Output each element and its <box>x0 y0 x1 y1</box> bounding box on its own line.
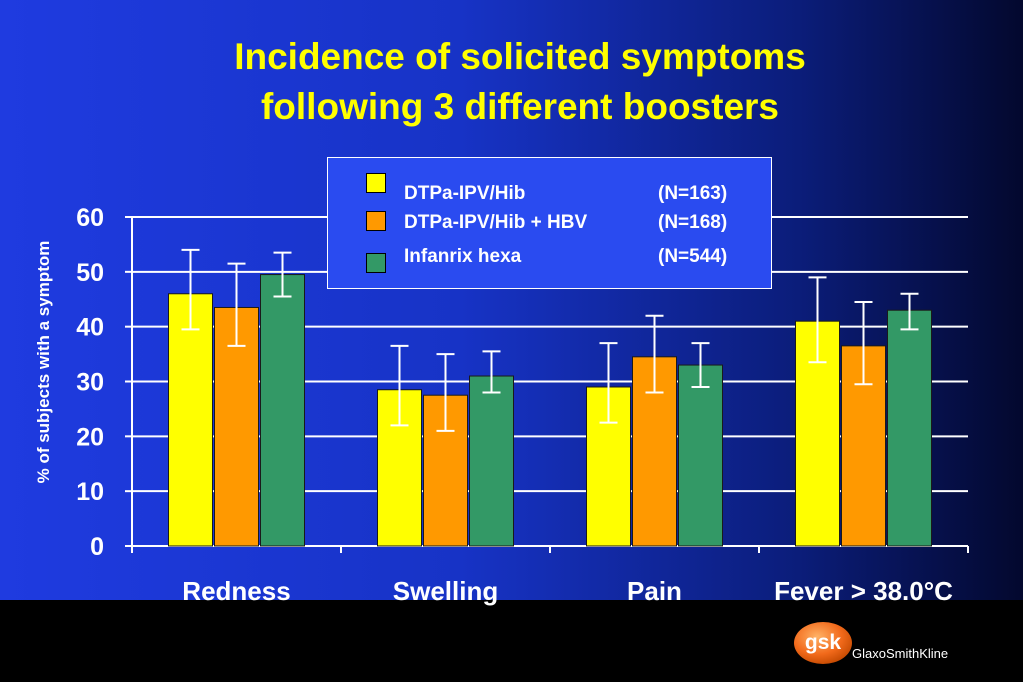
legend-swatch <box>366 173 386 193</box>
legend-swatch <box>366 211 386 231</box>
legend-label: DTPa-IPV/Hib + HBV <box>404 212 588 233</box>
x-tick-label: Swelling <box>393 576 498 606</box>
gsk-logo: gsk <box>794 622 852 664</box>
y-tick-label: 50 <box>76 259 104 287</box>
legend-item-dtpa-ipv-hib: DTPa-IPV/Hib (N=163) <box>328 173 773 212</box>
slide-title: Incidence of solicited symptoms followin… <box>0 32 1023 132</box>
bar <box>260 274 305 547</box>
legend-count: (N=544) <box>658 246 728 267</box>
x-tick-label: Fever > 38.0°C <box>774 576 953 606</box>
bar <box>168 293 213 547</box>
legend-item-dtpa-ipv-hib-hbv: DTPa-IPV/Hib + HBV (N=168) <box>328 211 773 241</box>
bar <box>678 364 723 547</box>
x-tick-label: Redness <box>182 576 290 606</box>
bar <box>887 309 932 547</box>
legend-label: DTPa-IPV/Hib <box>404 183 526 204</box>
chart-legend: DTPa-IPV/Hib (N=163) DTPa-IPV/Hib + HBV … <box>327 157 772 289</box>
y-tick-label: 10 <box>76 478 104 506</box>
legend-count: (N=163) <box>658 183 728 204</box>
svg-text:gsk: gsk <box>805 631 842 654</box>
y-tick-label: 20 <box>76 423 104 451</box>
footer-bar <box>0 600 1023 682</box>
y-tick-label: 60 <box>76 204 104 232</box>
legend-swatch <box>366 253 386 273</box>
legend-item-infanrix-hexa: Infanrix hexa (N=544) <box>328 245 773 275</box>
legend-label: Infanrix hexa <box>404 246 522 267</box>
x-tick-label: Pain <box>627 576 682 606</box>
y-tick-label: 0 <box>90 533 104 561</box>
legend-count: (N=168) <box>658 212 728 233</box>
y-tick-label: 40 <box>76 314 104 342</box>
y-tick-label: 30 <box>76 369 104 397</box>
bar <box>469 375 514 547</box>
title-line-2: following 3 different boosters <box>260 86 780 127</box>
title-line-1: Incidence of solicited symptoms <box>234 36 806 77</box>
brand-name: GlaxoSmithKline <box>852 646 949 661</box>
